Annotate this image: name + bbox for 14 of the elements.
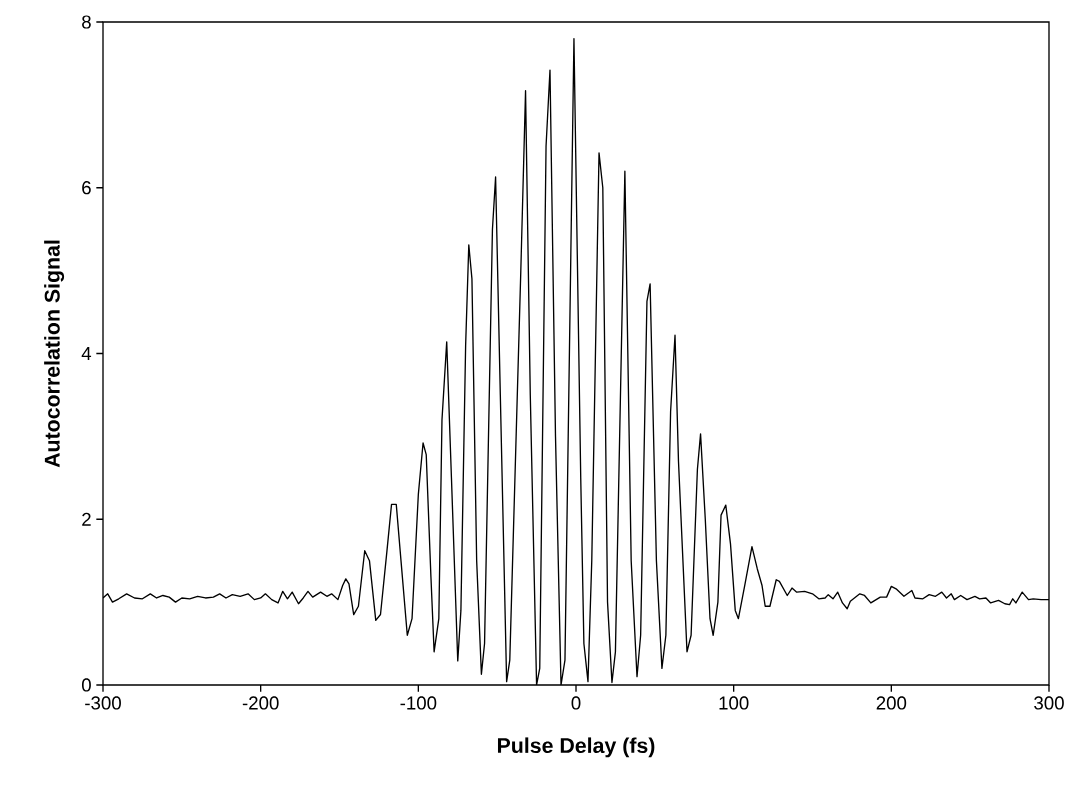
y-axis-title: Autocorrelation Signal bbox=[44, 240, 65, 468]
x-tick-label: 0 bbox=[571, 696, 581, 710]
x-tick-label: 100 bbox=[719, 696, 749, 710]
y-tick-label: 2 bbox=[82, 512, 91, 526]
x-tick-label: -300 bbox=[85, 696, 121, 710]
x-tick-label: 200 bbox=[876, 696, 907, 710]
y-tick-label: 6 bbox=[82, 181, 91, 195]
x-axis-title: Pulse Delay (fs) bbox=[497, 737, 655, 758]
y-tick-label: 4 bbox=[81, 347, 92, 360]
x-tick-label: 300 bbox=[1034, 696, 1064, 710]
x-tick-label: -200 bbox=[242, 696, 279, 710]
x-tick-label: -100 bbox=[400, 696, 437, 710]
y-tick-label: 0 bbox=[81, 678, 91, 692]
y-tick-label: 8 bbox=[82, 15, 91, 29]
